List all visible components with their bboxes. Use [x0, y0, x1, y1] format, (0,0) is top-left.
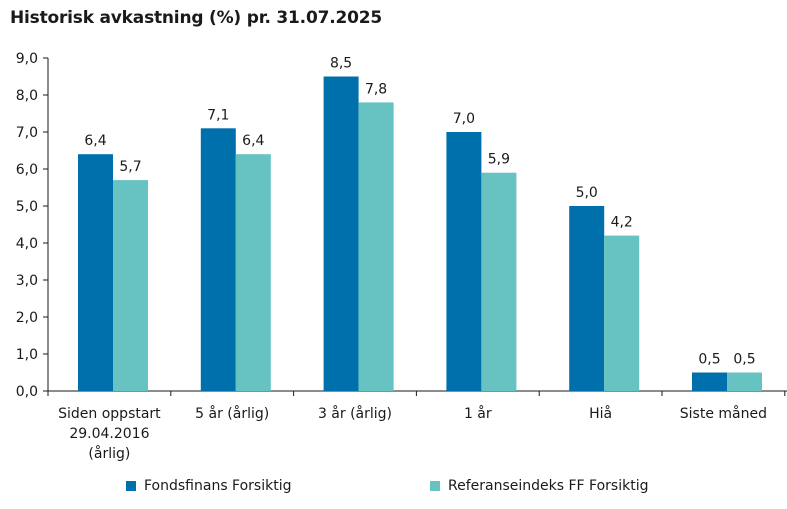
legend-swatch-referanseindeks — [430, 481, 440, 491]
y-tick-label: 4,0 — [16, 236, 38, 252]
bar — [446, 132, 482, 391]
data-label: 4,2 — [611, 215, 633, 231]
legend-swatch-fondsfinans — [126, 481, 136, 491]
bar — [358, 102, 394, 392]
x-tick-label: Siste måned — [680, 405, 767, 422]
legend-label-referanseindeks: Referanseindeks FF Forsiktig — [448, 478, 649, 494]
legend-item-fondsfinans: Fondsfinans Forsiktig — [126, 478, 292, 494]
x-tick-label: 1 år — [464, 405, 492, 422]
data-label: 7,0 — [453, 111, 475, 127]
bar — [235, 154, 271, 391]
bar — [323, 76, 359, 391]
bar — [569, 206, 605, 391]
y-tick-label: 7,0 — [16, 125, 38, 141]
y-tick-label: 3,0 — [16, 273, 38, 289]
bar — [78, 154, 113, 391]
bar — [200, 128, 236, 392]
data-label: 5,9 — [488, 152, 510, 168]
bar — [604, 235, 640, 391]
data-label: 8,5 — [330, 56, 352, 72]
x-tick-label: 29.04.2016 — [69, 426, 149, 442]
y-tick-label: 6,0 — [16, 162, 38, 178]
x-tick-label: Hiå — [589, 405, 612, 422]
bar — [113, 180, 148, 391]
data-label: 0,5 — [733, 352, 755, 368]
data-label: 7,8 — [365, 81, 387, 97]
y-tick-label: 9,0 — [16, 51, 38, 67]
y-tick-label: 5,0 — [16, 199, 38, 215]
data-label: 5,7 — [119, 159, 141, 175]
y-tick-label: 8,0 — [16, 88, 38, 104]
bar — [481, 172, 517, 391]
x-tick-label: Siden oppstart — [58, 406, 161, 422]
data-label: 5,0 — [576, 185, 598, 201]
x-tick-label: 3 år (årlig) — [318, 405, 392, 422]
legend-label-fondsfinans: Fondsfinans Forsiktig — [144, 478, 292, 494]
data-label: 6,4 — [84, 133, 106, 149]
data-label: 7,1 — [207, 107, 229, 123]
x-tick-label: 5 år (årlig) — [195, 405, 269, 422]
data-label: 0,5 — [698, 352, 720, 368]
legend-item-referanseindeks: Referanseindeks FF Forsiktig — [430, 478, 648, 494]
bar — [692, 372, 727, 391]
x-tick-label: (årlig) — [88, 445, 130, 462]
y-tick-label: 2,0 — [16, 310, 38, 326]
bar — [727, 372, 762, 391]
chart-title: Historisk avkastning (%) pr. 31.07.2025 — [10, 8, 382, 28]
y-tick-label: 0,0 — [16, 384, 38, 400]
y-tick-label: 1,0 — [16, 347, 38, 363]
data-label: 6,4 — [242, 133, 264, 149]
